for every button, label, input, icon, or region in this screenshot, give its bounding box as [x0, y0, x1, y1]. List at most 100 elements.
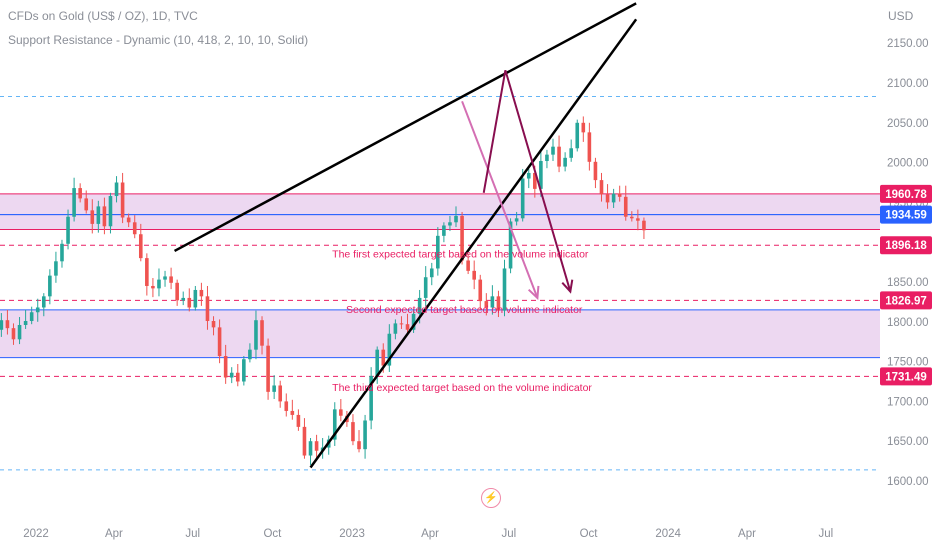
candle-body — [242, 359, 246, 382]
candle-body — [339, 409, 343, 416]
candle-body — [423, 277, 428, 298]
projection-arrows — [461, 69, 574, 301]
candle — [587, 122, 592, 171]
candle-body — [375, 349, 380, 376]
candle — [605, 184, 610, 209]
candle — [423, 266, 428, 307]
candle — [23, 309, 28, 329]
candle-body — [193, 289, 198, 308]
zone-fill-0 — [0, 193, 880, 215]
candle-body — [460, 215, 464, 261]
price-label-text: 1896.18 — [885, 240, 927, 252]
candle-body — [272, 385, 276, 392]
candle-body — [617, 193, 622, 197]
price-label-3: 1826.97 — [880, 291, 932, 310]
candle — [429, 262, 434, 286]
price-label-bg — [880, 205, 932, 224]
candle — [351, 414, 355, 446]
candle — [302, 418, 307, 459]
price-label-text: 1934.59 — [885, 210, 927, 222]
candle-body — [181, 297, 186, 301]
candle-body — [175, 282, 179, 301]
candle-body — [581, 122, 586, 133]
candle-body — [563, 157, 567, 167]
price-label-bg — [880, 184, 932, 203]
x-tick-label: Apr — [421, 528, 439, 540]
arrow-head-1 — [561, 279, 574, 294]
candle — [114, 176, 119, 203]
candle-body — [526, 172, 531, 179]
candle-body — [533, 172, 537, 189]
candle — [223, 344, 228, 384]
candle-body — [357, 441, 361, 450]
candle — [266, 338, 270, 400]
candle — [490, 285, 495, 315]
candle-body — [217, 327, 222, 357]
y-tick-label: 2050.00 — [887, 118, 929, 130]
candle — [393, 319, 398, 340]
lightning-icon[interactable]: ⚡ — [481, 488, 501, 508]
candle — [199, 282, 204, 306]
candle — [145, 253, 149, 296]
candle — [314, 434, 319, 460]
price-label-bg — [880, 367, 932, 386]
candle — [636, 209, 640, 231]
candle — [163, 270, 167, 287]
candle-body — [436, 235, 440, 269]
candle-body — [369, 375, 373, 421]
candle — [48, 269, 52, 305]
candle-body — [623, 196, 628, 217]
candle-body — [593, 161, 598, 181]
x-tick-label: 2024 — [655, 528, 681, 540]
candle — [260, 316, 264, 355]
candle-body — [539, 161, 543, 189]
candle — [611, 188, 616, 208]
candle-body — [0, 320, 4, 330]
candle-body — [302, 426, 307, 456]
candle — [132, 215, 137, 239]
time-axis: 2022 Apr Jul Oct 2023 Apr Jul Oct 2024 Apr Jul — [23, 528, 833, 540]
currency-label: USD — [888, 9, 914, 23]
candle — [623, 185, 628, 221]
candle-body — [284, 401, 289, 411]
candle — [551, 138, 555, 162]
candle-body — [351, 422, 355, 442]
target-level-lines — [0, 96, 880, 471]
candle — [205, 285, 210, 330]
candle — [151, 278, 155, 298]
candle-body — [72, 188, 76, 217]
candle — [630, 211, 634, 222]
candle-body — [223, 356, 228, 378]
candle — [484, 293, 489, 316]
candle-body — [551, 146, 555, 155]
candle — [593, 157, 598, 189]
candle-body — [587, 132, 592, 162]
candle — [442, 222, 446, 243]
y-tick-label: 1750.00 — [887, 357, 929, 369]
x-tick-label: Jul — [185, 528, 200, 540]
candle — [29, 306, 34, 325]
candle-body — [514, 218, 519, 222]
candle — [332, 402, 337, 446]
candle — [526, 168, 531, 189]
candle-body — [520, 178, 525, 219]
candle-body — [260, 320, 264, 346]
candle — [217, 319, 222, 364]
symbol-title[interactable]: CFDs on Gold (US$ / OZ), 1D, TVC — [8, 9, 198, 23]
price-label-text: 1960.78 — [885, 189, 927, 201]
indicator-legend[interactable]: Support Resistance - Dynamic (10, 418, 2… — [8, 33, 309, 47]
candle — [575, 119, 580, 152]
candle-body — [78, 188, 82, 199]
candle — [496, 290, 501, 318]
candle — [175, 279, 179, 306]
candle-body — [211, 321, 216, 328]
candle-body — [642, 220, 646, 231]
candle-body — [17, 324, 22, 340]
price-label-text: 1826.97 — [885, 295, 927, 307]
candle-body — [199, 289, 204, 297]
candle — [284, 393, 289, 417]
candle — [387, 324, 392, 372]
trendline-0 — [173, 2, 637, 253]
